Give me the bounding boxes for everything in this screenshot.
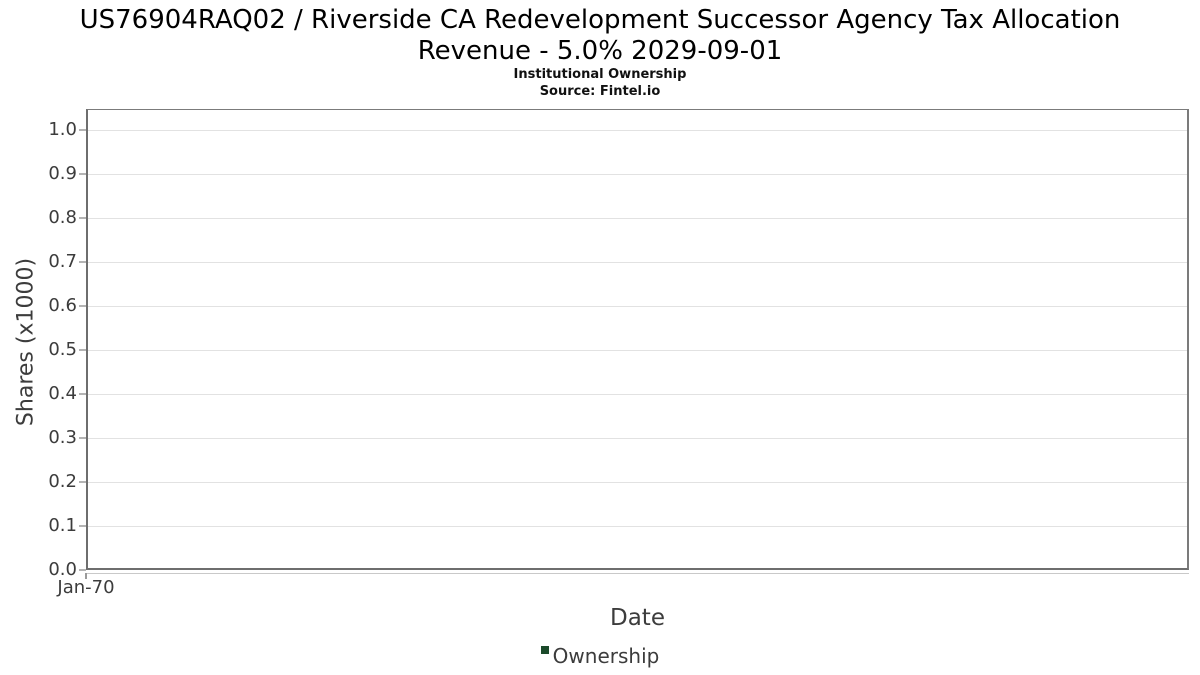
gridline-0.9 xyxy=(88,174,1187,175)
y-tick-label-0.0: 0.0 xyxy=(48,559,77,580)
gridline-0.4 xyxy=(88,394,1187,395)
y-tick-mark-0.9 xyxy=(79,173,86,175)
chart-title-line1: US76904RAQ02 / Riverside CA Redevelopmen… xyxy=(79,5,1121,35)
y-axis-title: Shares (x1000) xyxy=(13,257,39,427)
gridline-0.3 xyxy=(88,438,1187,439)
y-tick-label-0.6: 0.6 xyxy=(48,295,77,316)
gridline-0.2 xyxy=(88,482,1187,483)
y-tick-label-0.2: 0.2 xyxy=(48,471,77,492)
chart-subtitle: Institutional Ownership xyxy=(513,67,687,82)
chart-source: Source: Fintel.io xyxy=(539,84,661,99)
y-tick-label-0.5: 0.5 xyxy=(48,339,77,360)
plot-area xyxy=(86,109,1189,570)
y-tick-mark-0.7 xyxy=(79,261,86,263)
legend-item-ownership[interactable]: Ownership xyxy=(540,644,660,668)
legend-label: Ownership xyxy=(552,644,660,668)
y-tick-label-0.3: 0.3 xyxy=(48,427,77,448)
x-tick-mark xyxy=(85,573,87,579)
y-tick-mark-1.0 xyxy=(79,129,86,131)
y-tick-label-0.8: 0.8 xyxy=(48,207,77,228)
x-axis-line xyxy=(86,573,1189,574)
y-tick-mark-0.5 xyxy=(79,349,86,351)
gridline-0.7 xyxy=(88,262,1187,263)
gridline-0.1 xyxy=(88,526,1187,527)
y-tick-mark-0.6 xyxy=(79,305,86,307)
y-tick-mark-0.8 xyxy=(79,217,86,219)
chart-title: US76904RAQ02 / Riverside CA Redevelopmen… xyxy=(0,5,1200,67)
chart-title-line2: Revenue - 5.0% 2029-09-01 xyxy=(417,36,783,66)
y-tick-mark-0.1 xyxy=(79,525,86,527)
gridline-0.6 xyxy=(88,306,1187,307)
y-tick-label-0.4: 0.4 xyxy=(48,383,77,404)
legend: Ownership xyxy=(0,644,1200,668)
y-tick-mark-0.0 xyxy=(79,569,86,571)
y-tick-mark-0.2 xyxy=(79,481,86,483)
y-tick-label-1.0: 1.0 xyxy=(48,119,77,140)
x-tick-label: Jan-70 xyxy=(57,577,115,598)
gridline-1.0 xyxy=(88,130,1187,131)
x-axis-title: Date xyxy=(610,605,665,631)
y-tick-mark-0.3 xyxy=(79,437,86,439)
y-tick-label-0.9: 0.9 xyxy=(48,163,77,184)
gridline-0.5 xyxy=(88,350,1187,351)
legend-marker-icon xyxy=(540,646,549,654)
y-tick-label-0.1: 0.1 xyxy=(48,515,77,536)
y-tick-label-0.7: 0.7 xyxy=(48,251,77,272)
gridline-0.8 xyxy=(88,218,1187,219)
y-tick-mark-0.4 xyxy=(79,393,86,395)
